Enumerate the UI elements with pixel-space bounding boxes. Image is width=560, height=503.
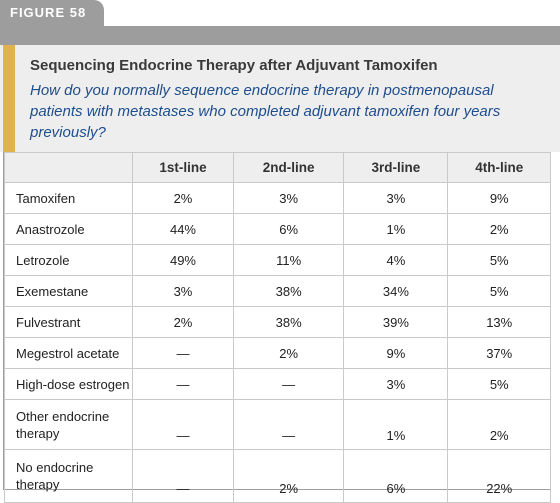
table-cell: —: [132, 449, 234, 503]
column-header: 2nd-line: [232, 152, 345, 183]
table-cell: —: [132, 337, 234, 369]
table-row: Fulvestrant 2% 38% 39% 13%: [4, 306, 551, 338]
table-cell: 38%: [232, 275, 345, 307]
table-cell: 39%: [343, 306, 449, 338]
row-label: Fulvestrant: [4, 306, 133, 338]
table-cell: 6%: [232, 213, 345, 245]
table-cell: 38%: [232, 306, 345, 338]
table-cell: —: [232, 399, 345, 450]
figure-header: Sequencing Endocrine Therapy after Adjuv…: [0, 45, 560, 152]
table-cell: 44%: [132, 213, 234, 245]
table-cell: 34%: [343, 275, 449, 307]
table-cell: 5%: [447, 368, 551, 400]
table-cell: 22%: [447, 449, 551, 503]
table-cell: 9%: [343, 337, 449, 369]
row-label: Megestrol acetate: [4, 337, 133, 369]
table-cell: 3%: [232, 182, 345, 214]
table-row: Other endocrine therapy — — 1% 2%: [4, 399, 551, 450]
column-header: 1st-line: [132, 152, 234, 183]
table-row: Letrozole 49% 11% 4% 5%: [4, 244, 551, 276]
table-row: Tamoxifen 2% 3% 3% 9%: [4, 182, 551, 214]
table-row: Megestrol acetate — 2% 9% 37%: [4, 337, 551, 369]
table-cell: 37%: [447, 337, 551, 369]
row-label: Exemestane: [4, 275, 133, 307]
row-label: High-dose estrogen: [4, 368, 133, 400]
table-cell: 4%: [343, 244, 449, 276]
header-bar: [0, 26, 560, 45]
figure-label: FIGURE 58: [0, 0, 104, 26]
table-cell: 2%: [132, 306, 234, 338]
data-table: 1st-line 2nd-line 3rd-line 4th-line Tamo…: [4, 152, 551, 503]
table-row: No endocrine therapy — 2% 6% 22%: [4, 449, 551, 503]
table-row: Exemestane 3% 38% 34% 5%: [4, 275, 551, 307]
table-cell: —: [232, 368, 345, 400]
table-cell: —: [132, 399, 234, 450]
table-cell: 3%: [343, 182, 449, 214]
table-cell: 9%: [447, 182, 551, 214]
figure-title: Sequencing Endocrine Therapy after Adjuv…: [30, 57, 438, 74]
table-row: Anastrozole 44% 6% 1% 2%: [4, 213, 551, 245]
table-row: High-dose estrogen — — 3% 5%: [4, 368, 551, 400]
column-header: 4th-line: [447, 152, 551, 183]
table-cell: 2%: [447, 213, 551, 245]
table-cell: 1%: [343, 399, 449, 450]
column-header: 3rd-line: [343, 152, 449, 183]
table-cell: 49%: [132, 244, 234, 276]
row-label: Tamoxifen: [4, 182, 133, 214]
column-header-blank: [4, 152, 133, 183]
table-cell: 1%: [343, 213, 449, 245]
table-cell: 5%: [447, 244, 551, 276]
table-cell: 2%: [232, 337, 345, 369]
table-cell: 5%: [447, 275, 551, 307]
row-label: Other endocrine therapy: [4, 399, 133, 450]
table-cell: —: [132, 368, 234, 400]
row-label: No endocrine therapy: [4, 449, 133, 503]
survey-question: How do you normally sequence endocrine t…: [30, 82, 501, 141]
row-label: Letrozole: [4, 244, 133, 276]
table-cell: 13%: [447, 306, 551, 338]
table-cell: 2%: [447, 399, 551, 450]
table-cell: 3%: [343, 368, 449, 400]
header-row: 1st-line 2nd-line 3rd-line 4th-line: [4, 152, 551, 183]
table-cell: 3%: [132, 275, 234, 307]
table-cell: 2%: [132, 182, 234, 214]
row-label: Anastrozole: [4, 213, 133, 245]
table-cell: 2%: [232, 449, 345, 503]
accent-bar: [3, 45, 15, 152]
table-cell: 11%: [232, 244, 345, 276]
table-cell: 6%: [343, 449, 449, 503]
